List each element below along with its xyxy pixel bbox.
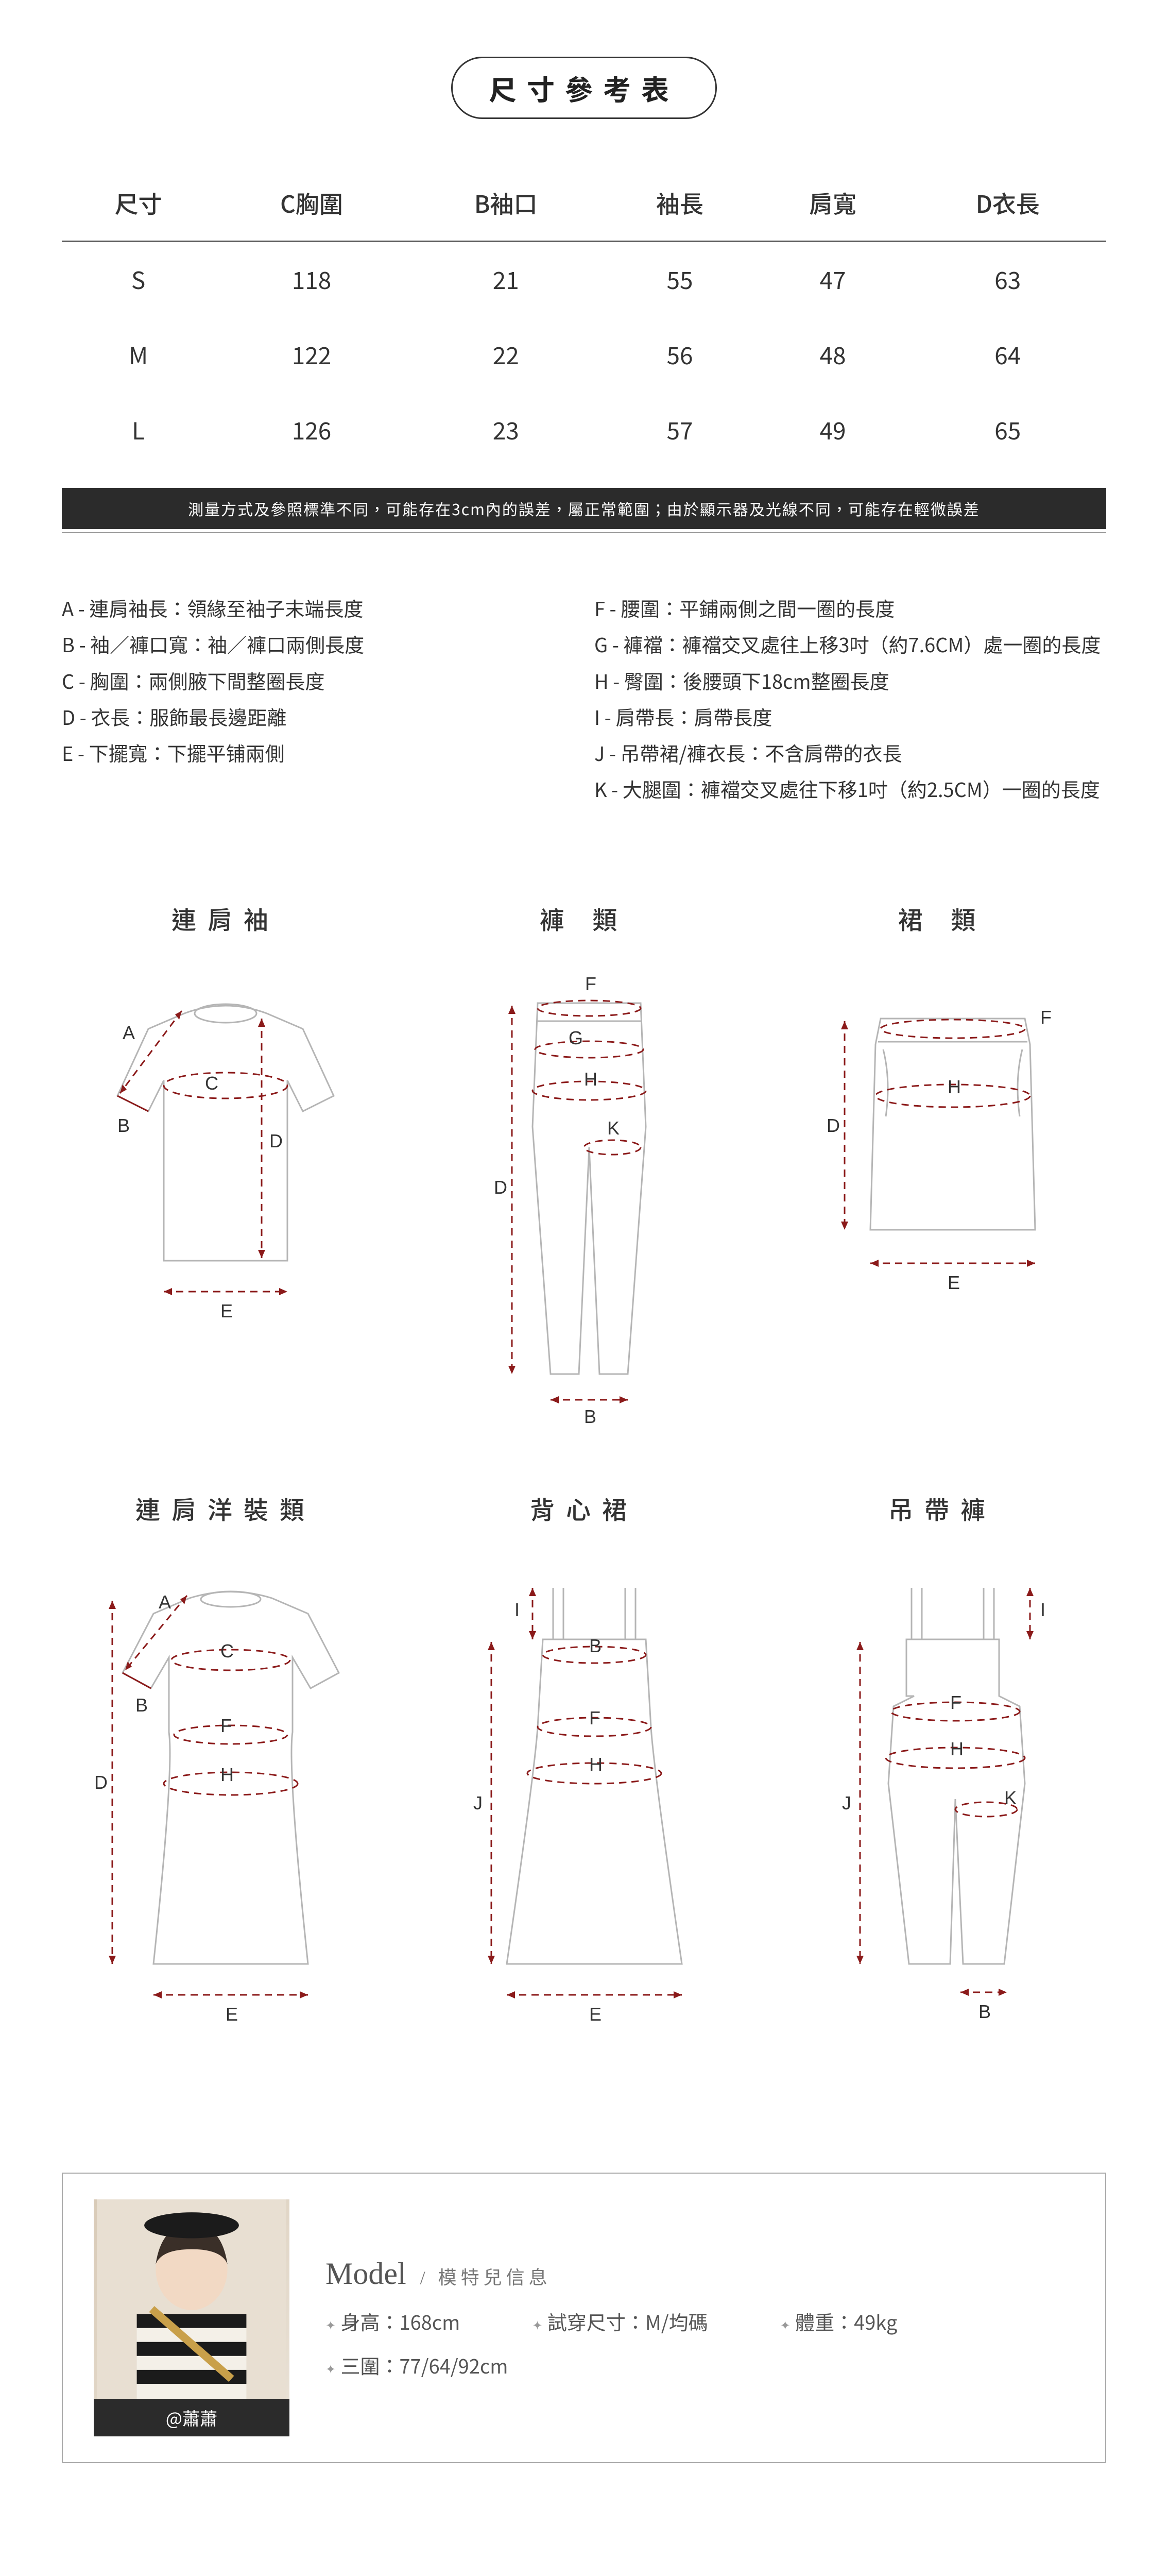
svg-text:J: J: [473, 1792, 483, 1814]
col-header: 尺寸: [62, 165, 215, 241]
legend-item: A - 連肩袖長：領緣至袖子末端長度: [62, 590, 574, 626]
svg-text:H: H: [584, 1069, 597, 1090]
page-title: 尺寸參考表: [451, 57, 717, 119]
divider: [62, 532, 1106, 533]
model-stat-trysize: 試穿尺寸：M/均碼: [532, 2307, 708, 2335]
svg-text:F: F: [1040, 1007, 1052, 1028]
legend-item: I - 肩帶長：肩帶長度: [594, 699, 1106, 735]
col-header: 袖長: [603, 165, 756, 241]
model-stat-weight: 體重：49kg: [780, 2307, 898, 2335]
legend-item: E - 下擺寬：下擺平铺兩側: [62, 735, 574, 771]
table-header-row: 尺寸 C胸圍 B袖口 袖長 肩寬 D衣長: [62, 165, 1106, 241]
legend-item: K - 大腿圍：褲襠交叉處往下移1吋（約2.5CM）一圈的長度: [594, 771, 1106, 807]
model-handle: @蕭蕭: [166, 2399, 217, 2436]
svg-text:D: D: [94, 1772, 108, 1793]
diagram-title: 裙 類: [779, 900, 1106, 936]
svg-text:K: K: [1004, 1787, 1017, 1808]
svg-text:F: F: [950, 1692, 961, 1713]
svg-text:E: E: [589, 2004, 602, 2025]
legend-item: B - 袖／褲口寬：袖／褲口兩側長度: [62, 626, 574, 662]
diagram-title: 褲 類: [420, 900, 748, 936]
svg-text:B: B: [117, 1115, 130, 1136]
model-heading: Model: [325, 2257, 406, 2291]
model-stat-bwh: 三圍：77/64/92cm: [325, 2351, 508, 2379]
col-header: C胸圍: [215, 165, 408, 241]
table-row: M 122 22 56 48 64: [62, 317, 1106, 392]
diagram-overalls: I F H K J B: [783, 1552, 1102, 2036]
diagram-raglan-top: A B C D E: [66, 962, 385, 1333]
model-illustration-icon: [94, 2199, 289, 2399]
col-header: D衣長: [909, 165, 1106, 241]
svg-text:B: B: [589, 1635, 602, 1656]
table-row: S 118 21 55 47 63: [62, 241, 1106, 317]
svg-text:B: B: [135, 1694, 148, 1716]
diagram-title: 吊帶褲: [779, 1490, 1106, 1526]
col-header: 肩寬: [757, 165, 909, 241]
legend-item: G - 褲襠：褲襠交叉處往上移3吋（約7.6CM）處一圈的長度: [594, 626, 1106, 662]
svg-text:F: F: [589, 1707, 600, 1728]
legend-item: C - 胸圍：兩側腋下間整圈長度: [62, 663, 574, 699]
svg-text:E: E: [226, 2004, 238, 2025]
legend-item: J - 吊帶裙/褲衣長：不含肩帶的衣長: [594, 735, 1106, 771]
svg-text:H: H: [220, 1764, 234, 1785]
diagram-pants: F G H K D B: [424, 962, 744, 1426]
table-row: L 126 23 57 49 65: [62, 392, 1106, 467]
diagram-title: 連肩袖: [62, 900, 389, 936]
svg-text:D: D: [827, 1115, 840, 1136]
model-heading-sub: / 模特兒信息: [411, 2267, 552, 2288]
svg-text:D: D: [494, 1177, 507, 1198]
legend-item: F - 腰圍：平鋪兩側之間一圈的長度: [594, 590, 1106, 626]
model-photo: @蕭蕭: [94, 2199, 289, 2436]
svg-text:J: J: [842, 1792, 851, 1814]
svg-text:D: D: [269, 1130, 283, 1151]
legend-item: H - 臀圍：後腰頭下18cm整圈長度: [594, 663, 1106, 699]
svg-text:H: H: [589, 1754, 603, 1775]
svg-text:F: F: [585, 973, 596, 994]
measurement-notice: 測量方式及參照標準不同，可能存在3cm內的誤差，屬正常範圍；由於顯示器及光線不同…: [62, 488, 1106, 529]
svg-text:C: C: [220, 1640, 234, 1662]
model-info-box: @蕭蕭 Model / 模特兒信息 身高：168cm 試穿尺寸：M/均碼 體重：…: [62, 2173, 1106, 2463]
diagram-skirt: F H D E: [783, 962, 1102, 1333]
legend-item: D - 衣長：服飾最長邊距離: [62, 699, 574, 735]
size-table: 尺寸 C胸圍 B袖口 袖長 肩寬 D衣長 S 118 21 55 47 63 M…: [62, 165, 1106, 467]
svg-text:K: K: [607, 1117, 620, 1139]
svg-text:C: C: [205, 1073, 218, 1094]
svg-text:G: G: [569, 1027, 583, 1048]
col-header: B袖口: [408, 165, 603, 241]
svg-text:H: H: [950, 1738, 964, 1759]
svg-text:B: B: [584, 1406, 596, 1426]
svg-text:H: H: [948, 1076, 961, 1097]
svg-text:E: E: [948, 1272, 960, 1293]
diagram-cami-dress: I B F H J E: [424, 1552, 744, 2036]
diagram-title: 背心裙: [420, 1490, 748, 1526]
diagram-title: 連肩洋裝類: [62, 1490, 389, 1526]
svg-text:I: I: [1040, 1599, 1045, 1620]
svg-text:I: I: [514, 1599, 520, 1620]
svg-text:A: A: [123, 1022, 135, 1043]
svg-text:A: A: [159, 1591, 171, 1613]
svg-text:E: E: [220, 1300, 233, 1321]
model-stat-height: 身高：168cm: [325, 2307, 460, 2335]
svg-text:B: B: [978, 2001, 991, 2022]
diagram-raglan-dress: A B C F H D: [66, 1552, 385, 2036]
svg-text:F: F: [220, 1715, 232, 1736]
legend: A - 連肩袖長：領緣至袖子末端長度 B - 袖／褲口寬：袖／褲口兩側長度 C …: [62, 590, 1106, 807]
